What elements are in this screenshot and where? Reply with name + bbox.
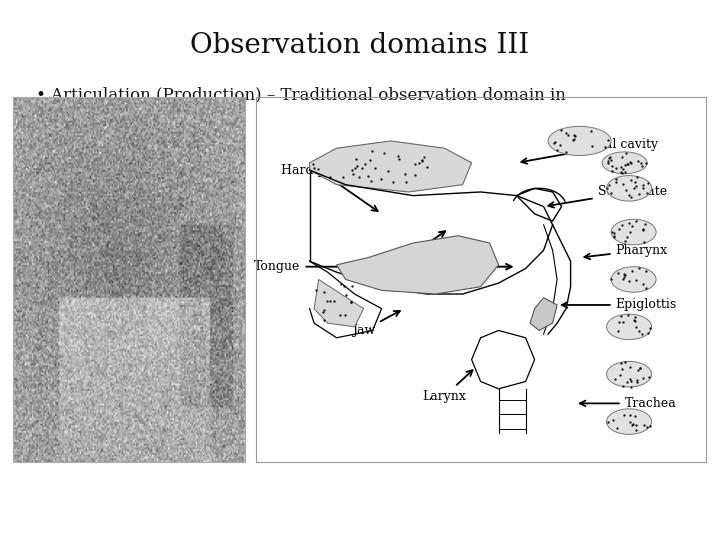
Text: • Articulation (Production) – Traditional observation domain in: • Articulation (Production) – Traditiona…	[36, 86, 566, 103]
Ellipse shape	[606, 409, 652, 434]
Ellipse shape	[548, 126, 611, 156]
Text: Tongue: Tongue	[254, 260, 390, 273]
Text: Pharynx: Pharynx	[585, 244, 667, 259]
Text: Observation domains III: Observation domains III	[190, 32, 530, 59]
Ellipse shape	[611, 267, 656, 292]
Text: Larynx: Larynx	[423, 370, 472, 403]
Text: Phonetics.: Phonetics.	[36, 108, 145, 125]
Ellipse shape	[602, 152, 647, 174]
Text: Epiglottis: Epiglottis	[562, 299, 677, 312]
Polygon shape	[337, 235, 498, 294]
Ellipse shape	[606, 314, 652, 340]
Ellipse shape	[606, 361, 652, 387]
Ellipse shape	[611, 219, 656, 245]
Polygon shape	[310, 141, 472, 192]
Ellipse shape	[606, 176, 652, 201]
Text: Nasal cavity: Nasal cavity	[521, 138, 658, 164]
Text: Soft palate: Soft palate	[549, 185, 667, 207]
Text: Trachea: Trachea	[580, 397, 676, 410]
Text: Hard palate: Hard palate	[281, 164, 378, 211]
Text: Jaw: Jaw	[352, 311, 400, 337]
Polygon shape	[530, 298, 557, 330]
Polygon shape	[314, 280, 364, 327]
